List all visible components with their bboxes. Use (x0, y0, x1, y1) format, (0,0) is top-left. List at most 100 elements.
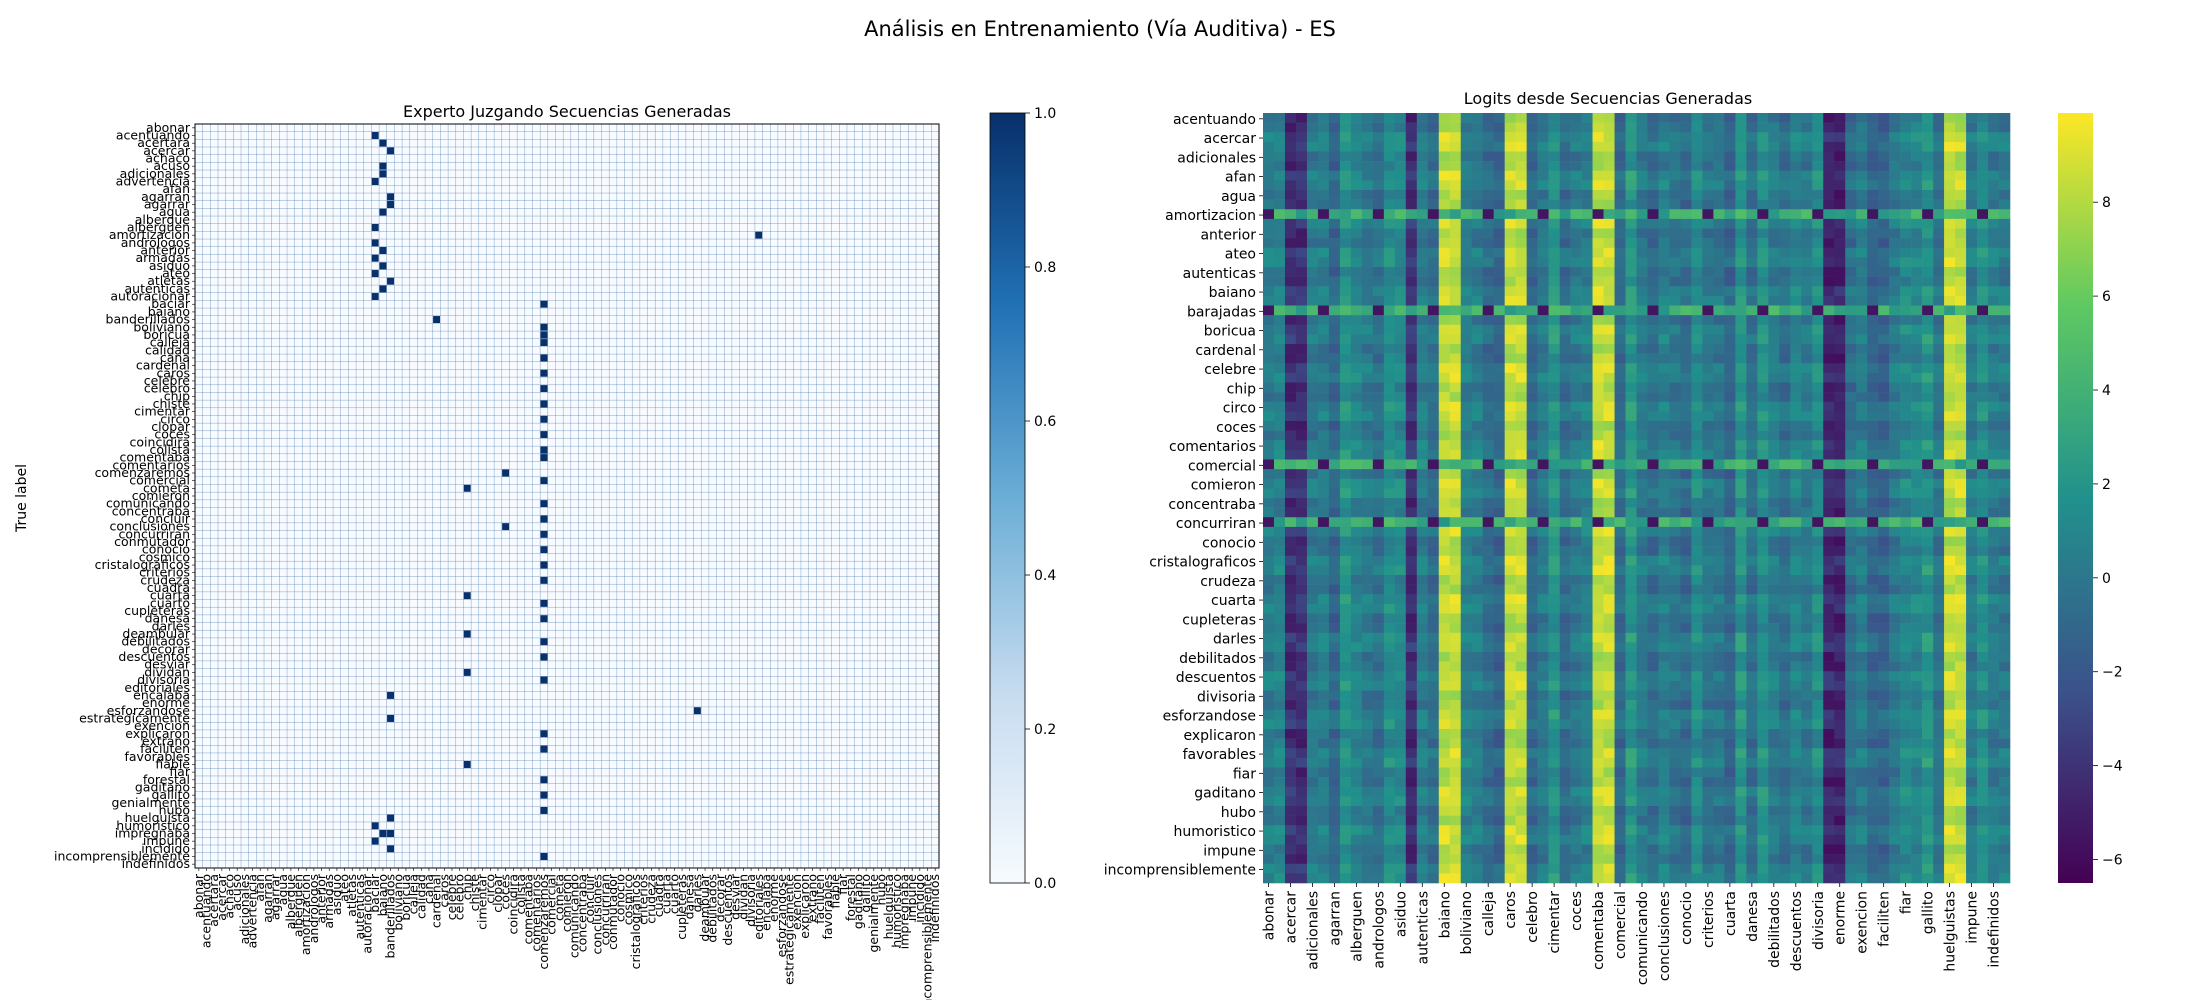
matrix-cell (900, 468, 909, 478)
matrix-cell (202, 499, 211, 508)
matrix-cell (317, 292, 326, 301)
matrix-cell (516, 415, 526, 424)
matrix-cell (731, 453, 740, 462)
matrix-cell (746, 346, 756, 355)
matrix-cell (723, 315, 733, 324)
matrix-cell (263, 445, 273, 455)
matrix-cell (823, 422, 832, 432)
matrix-cell (931, 277, 940, 286)
matrix-cell (677, 468, 687, 478)
matrix-cell (877, 499, 886, 508)
matrix-cell (662, 376, 671, 386)
matrix-cell (302, 277, 311, 286)
matrix-cell (470, 300, 480, 309)
matrix-cell (562, 185, 572, 194)
matrix-cell (739, 468, 748, 478)
matrix-cell (723, 376, 733, 386)
matrix-cell (877, 139, 886, 148)
matrix-cell (463, 223, 472, 232)
matrix-cell (263, 353, 273, 363)
matrix-cell (455, 407, 464, 416)
matrix-cell (854, 499, 863, 508)
matrix-cell (386, 254, 395, 263)
matrix-cell (869, 415, 878, 424)
matrix-cell (792, 154, 802, 163)
matrix-cell (302, 223, 311, 232)
matrix-cell (294, 484, 303, 493)
matrix-cell (355, 514, 365, 524)
matrix-cell (325, 499, 334, 508)
matrix-cell (486, 300, 495, 309)
matrix-cell (716, 123, 725, 132)
matrix-cell (386, 415, 395, 424)
matrix-cell (279, 131, 288, 140)
matrix-cell (861, 169, 871, 178)
matrix-cell (256, 484, 265, 493)
matrix-cell (846, 353, 855, 363)
matrix-cell (309, 238, 319, 248)
matrix-cell (670, 300, 679, 309)
matrix-cell (516, 330, 526, 340)
matrix-cell (194, 484, 203, 493)
matrix-cell (808, 491, 817, 501)
matrix-cell (585, 361, 595, 370)
matrix-cell (815, 169, 825, 178)
matrix-cell (923, 162, 932, 171)
matrix-cell (409, 384, 418, 393)
matrix-cell (639, 200, 648, 209)
matrix-cell (539, 399, 549, 409)
matrix-cell (677, 323, 687, 332)
matrix-cell (861, 269, 871, 278)
matrix-cell (194, 292, 203, 301)
matrix-cell (631, 507, 641, 516)
matrix-cell (317, 215, 326, 225)
matrix-cell (923, 491, 932, 501)
matrix-cell (846, 507, 855, 516)
matrix-cell (777, 353, 786, 363)
matrix-cell (654, 461, 664, 470)
matrix-cell (248, 131, 257, 140)
matrix-cell (240, 323, 249, 332)
matrix-cell (194, 208, 203, 217)
matrix-cell (248, 123, 257, 132)
matrix-cell (877, 491, 886, 501)
matrix-cell (455, 231, 464, 240)
matrix-cell (815, 476, 825, 485)
matrix-cell (509, 353, 518, 363)
matrix-cell (539, 254, 549, 263)
matrix-cell (401, 277, 411, 286)
matrix-cell (869, 215, 878, 225)
matrix-cell (256, 468, 265, 478)
matrix-cell (601, 338, 610, 347)
matrix-cell (409, 192, 418, 202)
matrix-cell (202, 169, 211, 178)
matrix-cell (424, 315, 434, 324)
matrix-cell (562, 223, 572, 232)
matrix-cell (271, 484, 280, 493)
matrix-cell (432, 422, 441, 432)
matrix-cell (815, 376, 825, 386)
matrix-cell (486, 491, 495, 501)
matrix-cell (578, 507, 587, 516)
matrix-cell (877, 154, 886, 163)
matrix-cell (332, 254, 342, 263)
matrix-cell (570, 131, 579, 140)
matrix-cell (309, 430, 319, 439)
matrix-cell (279, 200, 288, 209)
matrix-cell (693, 468, 702, 478)
matrix-cell (908, 415, 917, 424)
matrix-cell (217, 353, 226, 363)
matrix-cell (677, 438, 687, 447)
matrix-cell (194, 415, 203, 424)
matrix-cell (447, 476, 457, 485)
matrix-cell (831, 162, 840, 171)
matrix-cell (754, 246, 763, 255)
matrix-cell (409, 254, 418, 263)
matrix-cell (815, 330, 825, 340)
matrix-cell (639, 231, 648, 240)
matrix-cell (693, 491, 702, 501)
matrix-cell (286, 231, 296, 240)
matrix-cell (570, 376, 579, 386)
matrix-cell (401, 422, 411, 432)
matrix-cell (386, 399, 395, 409)
